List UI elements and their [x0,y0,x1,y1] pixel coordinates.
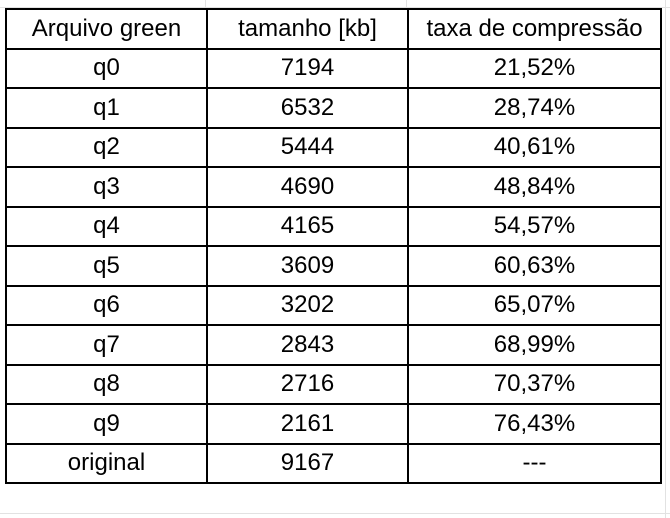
cell-tamanho[interactable]: 4690 [206,166,409,208]
table-row: q1 6532 28,74% [5,87,662,129]
cell-tamanho[interactable]: 7194 [206,47,409,89]
cell-taxa[interactable]: 54,57% [407,205,662,247]
table-row: q8 2716 70,37% [5,363,662,405]
cell-tamanho[interactable]: 3609 [206,245,409,287]
table-row: q0 7194 21,52% [5,47,662,89]
cell-taxa[interactable]: 60,63% [407,245,662,287]
table-row: q5 3609 60,63% [5,245,662,287]
header-cell-arquivo[interactable]: Arquivo green [5,8,208,50]
cell-arquivo[interactable]: original [5,442,208,484]
cell-arquivo[interactable]: q0 [5,47,208,89]
header-row: Arquivo green tamanho [kb] taxa de compr… [5,8,662,50]
cell-tamanho[interactable]: 9167 [206,442,409,484]
table-row: q3 4690 48,84% [5,166,662,208]
table-row: q2 5444 40,61% [5,126,662,168]
compression-table: Arquivo green tamanho [kb] taxa de compr… [5,8,662,484]
cell-tamanho[interactable]: 5444 [206,126,409,168]
cell-arquivo[interactable]: q7 [5,324,208,366]
cell-taxa[interactable]: 21,52% [407,47,662,89]
cell-tamanho[interactable]: 2843 [206,324,409,366]
cell-taxa[interactable]: 48,84% [407,166,662,208]
cell-tamanho[interactable]: 2161 [206,403,409,445]
cell-arquivo[interactable]: q1 [5,87,208,129]
cell-taxa[interactable]: 28,74% [407,87,662,129]
cell-taxa[interactable]: 68,99% [407,324,662,366]
spreadsheet-gridline-bottom [0,513,670,518]
cell-taxa[interactable]: 76,43% [407,403,662,445]
gridline-tick [205,0,206,8]
cell-tamanho[interactable]: 4165 [206,205,409,247]
cell-arquivo[interactable]: q4 [5,205,208,247]
cell-taxa[interactable]: 70,37% [407,363,662,405]
table-row: q6 3202 65,07% [5,284,662,326]
spreadsheet-gridline-top [0,0,670,8]
cell-arquivo[interactable]: q3 [5,166,208,208]
cell-arquivo[interactable]: q9 [5,403,208,445]
cell-arquivo[interactable]: q6 [5,284,208,326]
header-cell-tamanho[interactable]: tamanho [kb] [206,8,409,50]
cell-arquivo[interactable]: q2 [5,126,208,168]
table-row: q7 2843 68,99% [5,324,662,366]
table-row: q9 2161 76,43% [5,403,662,445]
cell-taxa[interactable]: --- [407,442,662,484]
gridline-tick [406,0,407,8]
cell-arquivo[interactable]: q5 [5,245,208,287]
spreadsheet-gridline-right [665,0,670,518]
cell-tamanho[interactable]: 2716 [206,363,409,405]
cell-tamanho[interactable]: 3202 [206,284,409,326]
cell-taxa[interactable]: 65,07% [407,284,662,326]
cell-arquivo[interactable]: q8 [5,363,208,405]
table-row: q4 4165 54,57% [5,205,662,247]
header-cell-taxa[interactable]: taxa de compressão [407,8,662,50]
table-row: original 9167 --- [5,442,662,484]
cell-taxa[interactable]: 40,61% [407,126,662,168]
cell-tamanho[interactable]: 6532 [206,87,409,129]
